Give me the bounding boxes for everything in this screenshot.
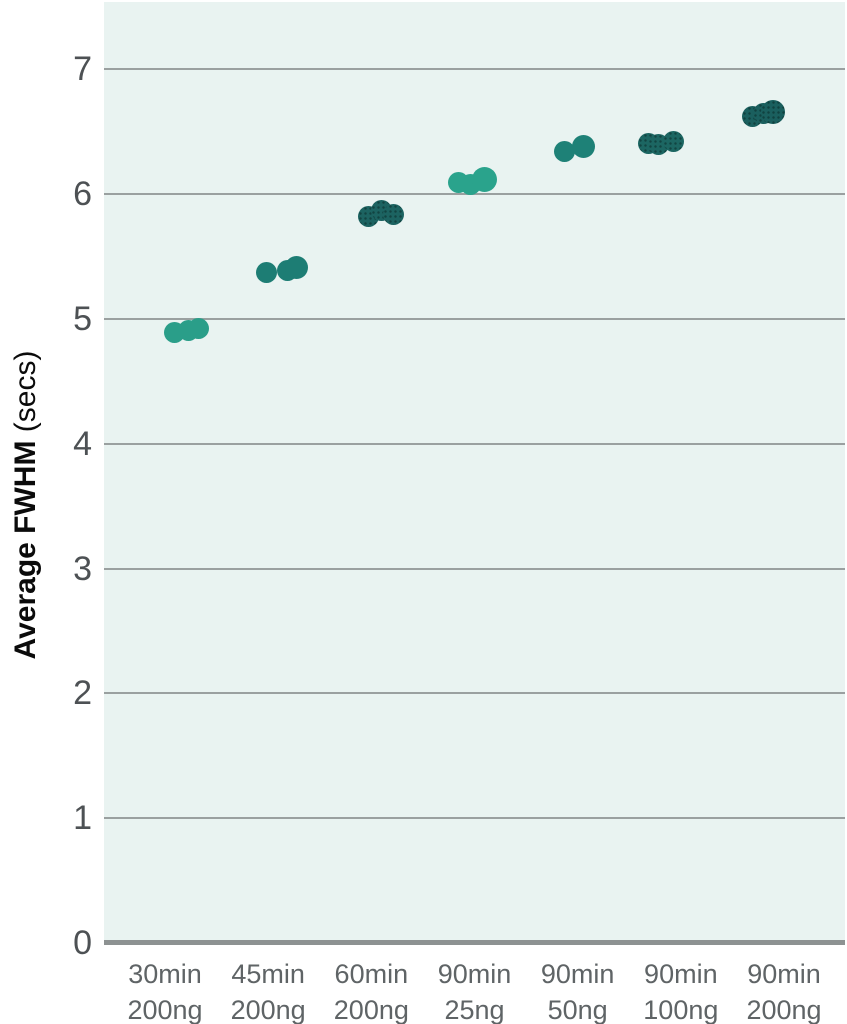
x-category-label-line2: 100ng	[643, 995, 719, 1024]
x-category-label-line2: 200ng	[333, 995, 409, 1024]
data-point	[187, 318, 209, 340]
data-point	[761, 99, 785, 124]
gridline-3	[104, 567, 845, 570]
x-category-label-line1: 90min	[437, 959, 512, 989]
x-category-label-line1: 60min	[334, 959, 409, 989]
y-tick-label-3: 3	[73, 549, 92, 588]
x-category-label-line1: 45min	[231, 959, 305, 989]
x-category-label-2: 45min 200ng	[203, 956, 333, 1024]
x-category-label-6: 90min 100ng	[616, 956, 746, 1024]
x-category-label-line1: 30min	[128, 959, 202, 989]
y-tick-label-5: 5	[73, 299, 92, 338]
y-tick-label-6: 6	[73, 175, 92, 214]
y-tick-label-2: 2	[73, 674, 92, 713]
y-tick-label-1: 1	[73, 799, 92, 838]
data-point	[382, 203, 404, 225]
x-category-label-line2: 200ng	[127, 995, 203, 1024]
plot-area	[104, 2, 845, 945]
y-tick-label-4: 4	[73, 424, 92, 463]
x-category-label-line1: 90min	[747, 959, 821, 989]
gridline-2	[104, 692, 845, 695]
x-category-label-3: 60min 200ng	[306, 956, 436, 1024]
gridline-1	[104, 817, 845, 820]
x-axis-line	[104, 940, 845, 945]
x-category-label-line1: 90min	[644, 959, 718, 989]
y-tick-label-7: 7	[73, 50, 92, 89]
data-point	[572, 135, 596, 159]
x-category-label-1: 30min 200ng	[100, 956, 230, 1024]
y-axis-title-bold: Average FWHM	[9, 440, 42, 660]
x-category-label-line2: 200ng	[746, 995, 822, 1024]
x-category-label-5: 90min 50ng	[513, 956, 643, 1024]
x-category-label-line2: 50ng	[547, 995, 608, 1024]
gridline-4	[104, 442, 845, 445]
data-point	[472, 166, 497, 192]
gridline-5	[104, 317, 845, 320]
x-category-label-line1: 90min	[540, 959, 615, 989]
data-point	[663, 131, 685, 153]
x-category-label-line2: 200ng	[230, 995, 306, 1024]
x-category-label-4: 90min 25ng	[410, 956, 540, 1024]
y-tick-label-0: 0	[73, 924, 92, 962]
data-point	[255, 262, 277, 284]
x-category-label-line2: 25ng	[444, 995, 505, 1024]
data-point	[554, 141, 576, 163]
gridline-7	[104, 68, 845, 71]
x-category-label-7: 90min 200ng	[719, 956, 847, 1024]
y-axis-title-unit: (secs)	[9, 350, 42, 441]
y-axis-title: Average FWHM (secs)	[9, 351, 43, 660]
data-point	[284, 256, 308, 280]
